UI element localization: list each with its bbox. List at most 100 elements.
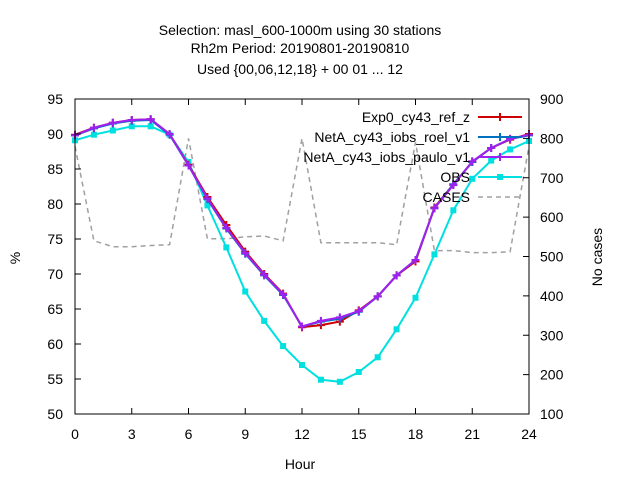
y-axis-label: % <box>7 252 23 264</box>
legend-marker <box>496 153 504 161</box>
legend-marker <box>496 113 504 121</box>
legend-item: NetA_cy43_iobs_roel_v1 <box>314 129 522 145</box>
data-point <box>223 244 230 251</box>
data-point <box>450 207 457 214</box>
y2-tick-label: 200 <box>540 367 564 383</box>
data-point <box>393 326 400 333</box>
y-tick-label: 65 <box>47 301 63 317</box>
data-point <box>147 123 154 130</box>
legend-label: NetA_cy43_iobs_paulo_v1 <box>303 149 470 165</box>
tick-layer: 0 3 6 9 12 15 18 21 24 50 55 60 65 70 75 80 85 90 95 100 200… <box>47 91 563 442</box>
x-tick-label: 15 <box>351 426 367 442</box>
x-tick-label: 0 <box>71 426 79 442</box>
data-point <box>165 130 174 138</box>
data-point <box>261 317 268 324</box>
chart-title-line-2: Rh2m Period: 20190801-20190810 <box>191 40 410 56</box>
x-axis-label: Hour <box>285 456 316 472</box>
y2-tick-label: 100 <box>540 406 564 422</box>
data-point <box>336 378 343 385</box>
y-tick-label: 80 <box>47 196 63 212</box>
legend-item: Exp0_cy43_ref_z <box>362 109 522 125</box>
data-point <box>392 271 401 280</box>
data-point <box>335 313 344 322</box>
y2-tick-label: 400 <box>540 288 564 304</box>
data-point <box>280 343 287 350</box>
x-tick-label: 21 <box>464 426 480 442</box>
data-point <box>412 294 419 301</box>
y2-tick-label: 600 <box>540 209 564 225</box>
legend: Exp0_cy43_ref_z NetA_cy43_iobs_roel_v1 Net… <box>303 109 522 205</box>
x-tick-label: 24 <box>521 426 537 442</box>
data-point <box>507 146 514 153</box>
data-point <box>89 123 98 132</box>
data-point <box>127 116 136 124</box>
y2-tick-label: 300 <box>540 327 564 343</box>
data-point <box>146 115 155 124</box>
series-Exp0_cy43_ref_z <box>71 115 533 332</box>
legend-label: NetA_cy43_iobs_roel_v1 <box>314 129 470 145</box>
x-tick-label: 6 <box>185 426 193 442</box>
data-point <box>279 290 288 299</box>
data-point <box>299 362 305 368</box>
chart-title-line-1: Selection: masl_600-1000m using 30 stati… <box>159 22 442 38</box>
data-point <box>222 223 231 232</box>
data-point <box>184 161 193 170</box>
data-point <box>203 194 212 203</box>
y-tick-label: 50 <box>47 406 63 422</box>
y2-tick-label: 900 <box>540 91 564 107</box>
legend-item: OBS <box>440 169 522 185</box>
y-tick-label: 85 <box>47 161 63 177</box>
data-point <box>487 144 496 152</box>
y2-tick-label: 500 <box>540 249 564 265</box>
data-point <box>468 157 477 166</box>
legend-item: CASES <box>423 189 522 205</box>
y-tick-label: 75 <box>47 231 63 247</box>
data-point <box>298 322 306 331</box>
data-point <box>430 204 439 213</box>
data-point <box>374 354 381 361</box>
data-point <box>242 288 249 295</box>
legend-marker <box>496 133 504 141</box>
data-point <box>449 181 458 190</box>
x-tick-label: 9 <box>241 426 249 442</box>
data-point <box>411 256 420 264</box>
data-point <box>316 316 325 325</box>
y-tick-label: 90 <box>47 126 63 142</box>
data-point <box>469 175 476 182</box>
y2-tick-label: 800 <box>540 130 564 146</box>
data-point <box>241 249 250 257</box>
data-point <box>204 202 211 209</box>
x-tick-label: 18 <box>408 426 424 442</box>
data-point <box>317 376 324 383</box>
data-point <box>431 251 438 258</box>
data-point <box>260 270 269 279</box>
data-point <box>108 118 117 127</box>
data-point <box>355 369 362 375</box>
data-point <box>109 127 116 134</box>
chart-title: Selection: masl_600-1000m using 30 stati… <box>159 22 442 77</box>
x-tick-label: 12 <box>294 426 310 442</box>
x-tick-label: 3 <box>128 426 136 442</box>
y2-tick-label: 700 <box>540 170 564 186</box>
series-line <box>74 138 530 254</box>
series-layer <box>71 115 533 385</box>
legend-item: NetA_cy43_iobs_paulo_v1 <box>303 149 522 165</box>
y-tick-label: 55 <box>47 371 63 387</box>
legend-marker <box>497 174 503 180</box>
data-point <box>90 131 97 138</box>
series-NetA_cy43_iobs_paulo_v1 <box>71 115 533 331</box>
legend-label: OBS <box>440 169 470 185</box>
data-point <box>354 307 363 316</box>
legend-label: Exp0_cy43_ref_z <box>362 109 470 125</box>
legend-label: CASES <box>423 189 470 205</box>
y-tick-label: 60 <box>47 336 63 352</box>
y-tick-label: 95 <box>47 91 63 107</box>
series-CASES <box>74 138 530 254</box>
data-point <box>488 157 495 164</box>
series-OBS <box>72 123 532 385</box>
chart-title-line-3: Used {00,06,12,18} + 00 01 ... 12 <box>197 61 403 77</box>
data-point <box>128 123 135 130</box>
y-tick-label: 70 <box>47 266 63 282</box>
y2-axis-label: No cases <box>589 228 605 286</box>
